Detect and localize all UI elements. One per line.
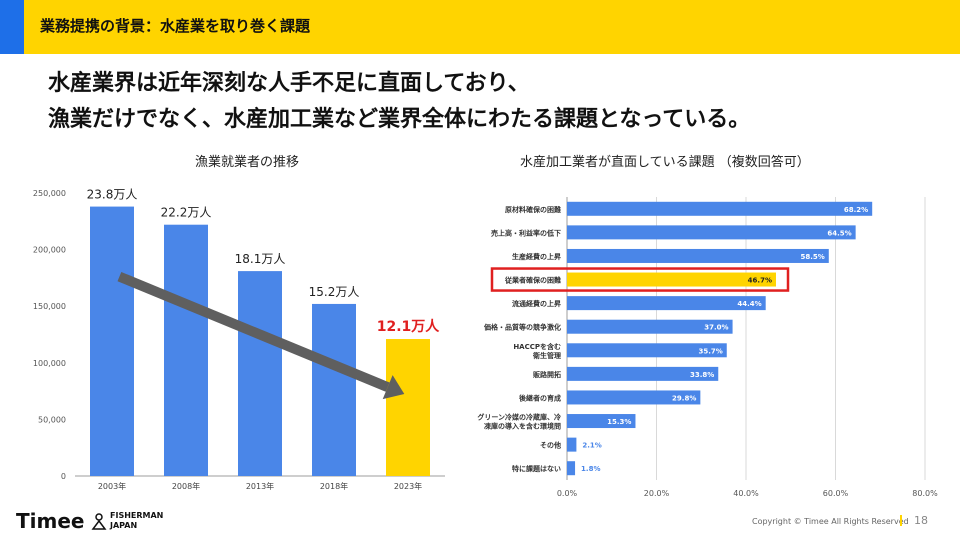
left-bar [238, 271, 282, 476]
fisherman-japan-logo: FISHERMAN JAPAN [90, 510, 163, 532]
right-category-label: 衛生管理 [532, 351, 561, 360]
right-bar [567, 296, 766, 311]
left-y-tick-label: 150,000 [33, 302, 66, 311]
right-x-tick-label: 60.0% [823, 489, 849, 498]
right-data-label: 1.8% [581, 465, 600, 473]
right-category-label: 生産経費の上昇 [512, 252, 561, 261]
highlight-box [490, 267, 790, 292]
left-y-tick-label: 200,000 [33, 246, 66, 255]
right-category-label: 特に課題はない [512, 464, 561, 473]
left-data-label: 15.2万人 [309, 285, 360, 299]
right-data-label: 46.7% [748, 277, 772, 285]
right-data-label: 2.1% [582, 442, 601, 450]
fisherman-icon [91, 513, 107, 530]
right-category-label: 凍庫の導入を含む環境問 [484, 422, 561, 431]
right-x-tick-label: 20.0% [644, 489, 670, 498]
right-data-label: 44.4% [737, 300, 761, 308]
trend-arrow-shaft [117, 271, 390, 392]
left-bar [386, 339, 430, 476]
right-bar [567, 390, 701, 405]
left-bar [164, 224, 208, 476]
left-bar [90, 206, 134, 477]
fisherman-japan-text: FISHERMAN JAPAN [110, 511, 164, 530]
right-bar [567, 461, 576, 476]
left-y-tick-label: 0 [61, 472, 66, 481]
left-x-tick-label: 2013年 [246, 481, 274, 491]
left-data-label: 18.1万人 [235, 252, 286, 266]
left-data-label: 12.1万人 [377, 318, 441, 335]
right-x-tick-label: 40.0% [733, 489, 759, 498]
headline-line-1: 水産業界は近年深刻な人手不足に直面しており、 [48, 71, 530, 96]
right-bar [567, 225, 856, 240]
right-category-label: HACCPを含む [513, 342, 561, 351]
slide-title: 業務提携の背景：水産業を取り巻く課題 [40, 17, 311, 35]
headline: 水産業界は近年深刻な人手不足に直面しており、 漁業だけでなく、水産加工業など業界… [48, 66, 750, 138]
right-bar [567, 414, 636, 429]
right-bar [567, 319, 733, 334]
right-data-label: 15.3% [607, 418, 631, 426]
right-bar [567, 437, 577, 452]
trend-arrow-head [382, 375, 405, 400]
timee-logo: Timee [16, 509, 85, 533]
right-bar [567, 343, 727, 358]
left-data-label: 23.8万人 [87, 188, 138, 202]
right-bar [567, 272, 776, 287]
right-data-label: 58.5% [800, 253, 824, 261]
right-category-label: 従業者確保の困難 [504, 276, 561, 285]
copyright: Copyright © Timee All Rights Reserved [752, 517, 909, 526]
right-data-label: 33.8% [690, 371, 714, 379]
left-x-tick-label: 2008年 [172, 481, 200, 491]
right-data-label: 29.8% [672, 394, 696, 402]
right-data-label: 37.0% [704, 324, 728, 332]
right-category-label: 後継者の育成 [518, 393, 561, 402]
header-accent [0, 0, 24, 54]
right-bar [567, 201, 873, 216]
left-y-tick-label: 250,000 [33, 189, 66, 198]
right-x-tick-label: 80.0% [912, 489, 938, 498]
page-number: 18 [914, 514, 928, 527]
left-y-tick-label: 100,000 [33, 359, 66, 368]
left-data-label: 22.2万人 [161, 206, 212, 220]
left-chart-title: 漁業就業者の推移 [195, 155, 300, 170]
right-data-label: 68.2% [844, 206, 868, 214]
right-category-label: 販路開拓 [533, 370, 561, 379]
left-y-tick-label: 50,000 [38, 415, 66, 424]
right-x-tick-label: 0.0% [557, 489, 578, 498]
right-bar [567, 248, 829, 263]
right-category-label: 価格・品質等の競争激化 [483, 323, 561, 332]
left-x-tick-label: 2018年 [320, 481, 348, 491]
header-bar [0, 0, 960, 54]
right-data-label: 35.7% [698, 347, 722, 355]
right-chart-title: 水産加工業者が直面している課題 （複数回答可） [520, 155, 810, 170]
right-category-label: グリーン冷媒の冷蔵庫、冷 [477, 413, 561, 422]
left-x-tick-label: 2023年 [394, 481, 422, 491]
left-x-tick-label: 2003年 [98, 481, 126, 491]
right-bar [567, 366, 719, 381]
page-separator [900, 515, 902, 526]
right-category-label: 売上高・利益率の低下 [491, 228, 561, 237]
left-bar [312, 303, 356, 476]
right-category-label: その他 [540, 441, 561, 450]
right-category-label: 流通経費の上昇 [512, 299, 561, 308]
headline-line-2: 漁業だけでなく、水産加工業など業界全体にわたる課題となっている。 [48, 107, 751, 132]
right-data-label: 64.5% [827, 229, 851, 237]
right-category-label: 原材料確保の困難 [505, 205, 561, 214]
